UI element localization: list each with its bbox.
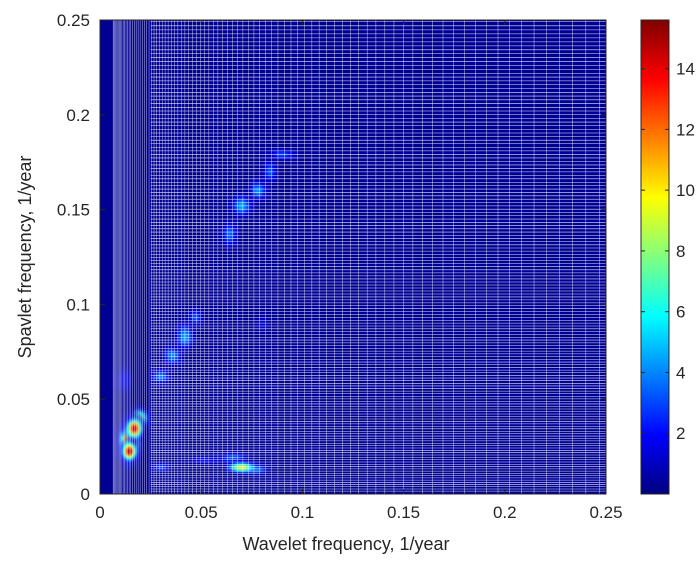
colorbar-tick-label: 10 <box>676 181 695 200</box>
x-tick-label: 0 <box>95 503 104 522</box>
x-tick-label: 0.25 <box>589 503 622 522</box>
y-tick-label: 0.25 <box>57 11 90 30</box>
heatmap-hotspot <box>217 457 266 477</box>
plot-area <box>100 20 606 494</box>
colorbar: 2 4 6 8 10 12 14 <box>640 19 695 495</box>
colorbar-tick-label: 12 <box>676 120 695 139</box>
colorbar-frame <box>640 19 670 495</box>
colorbar-tick-label: 4 <box>676 363 685 382</box>
y-tick-label: 0.1 <box>66 295 90 314</box>
x-tick-label: 0.15 <box>387 503 420 522</box>
x-axis-label: Wavelet frequency, 1/year <box>242 534 449 554</box>
sampling-grid <box>112 20 606 494</box>
heatmap-hotspot <box>144 459 177 476</box>
colorbar-tick-label: 2 <box>676 424 685 443</box>
y-tick-label: 0.05 <box>57 390 90 409</box>
axes: 0 0.05 0.1 0.15 0.2 0.25 0 0.05 0.1 0.15 0.2 0.25 <box>57 11 623 522</box>
colorbar-tick-label: 14 <box>676 60 695 79</box>
axes-frame <box>99 19 607 495</box>
colorbar-gradient <box>641 20 669 494</box>
colorbar-tick-label: 6 <box>676 303 685 322</box>
x-tick-label: 0.2 <box>493 503 517 522</box>
y-axis-label: Spavlet frequency, 1/year <box>15 156 35 359</box>
heatmap-background <box>100 20 606 494</box>
x-tick-label: 0.1 <box>291 503 315 522</box>
x-tick-label: 0.05 <box>185 503 218 522</box>
y-tick-label: 0 <box>81 485 90 504</box>
y-tick-label: 0.2 <box>66 106 90 125</box>
colorbar-tick-label: 8 <box>676 242 685 261</box>
y-tick-label: 0.15 <box>57 201 90 220</box>
